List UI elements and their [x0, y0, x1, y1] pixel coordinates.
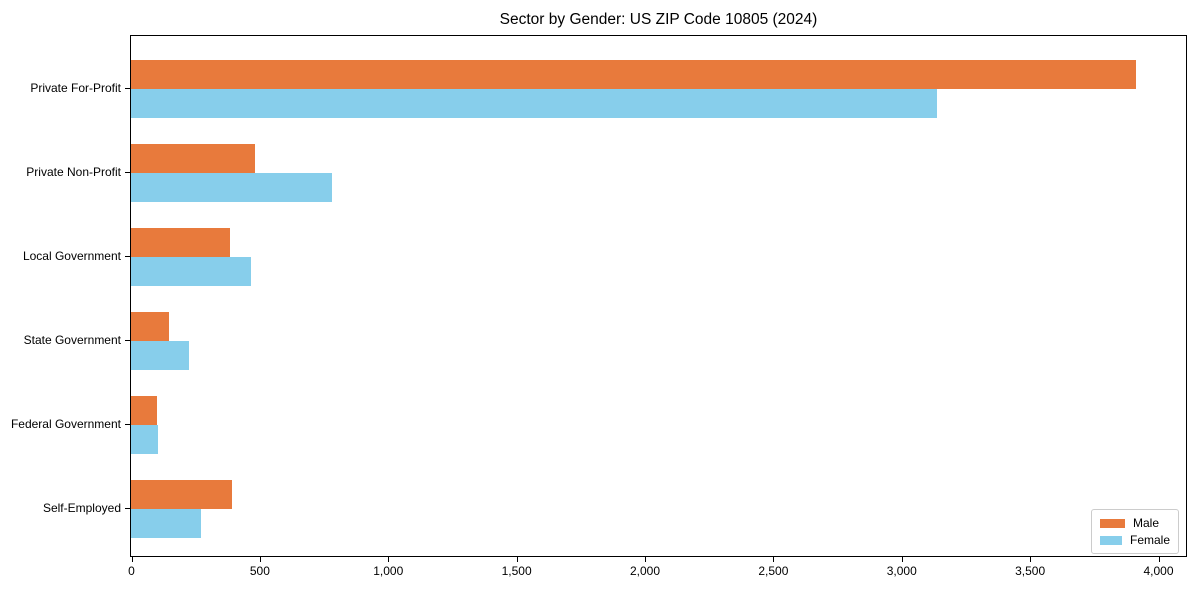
x-tick-label-0: 0: [128, 564, 135, 578]
y-tick-label-5: Self-Employed: [42, 500, 121, 515]
x-tick-mark-3: [516, 557, 518, 562]
x-tick-mark-1: [259, 557, 261, 562]
plot-area: [130, 35, 1187, 557]
bar-female-4: [131, 424, 158, 454]
x-tick-label-3: 1,500: [501, 564, 532, 578]
y-tick-mark-2: [125, 255, 130, 257]
x-tick-label-8: 4,000: [1143, 564, 1174, 578]
x-tick-label-1: 500: [249, 564, 270, 578]
legend-entry-male: Male: [1100, 516, 1170, 530]
y-tick-label-1: Private Non-Profit: [26, 164, 121, 179]
x-tick-label-5: 2,500: [758, 564, 789, 578]
bar-female-2: [131, 256, 251, 286]
legend-label-male: Male: [1133, 516, 1160, 530]
y-tick-mark-1: [125, 171, 130, 173]
legend: Male Female: [1091, 509, 1179, 554]
y-tick-label-0: Private For-Profit: [30, 80, 121, 95]
x-tick-label-7: 3,500: [1015, 564, 1046, 578]
y-tick-mark-4: [125, 423, 130, 425]
bar-female-5: [131, 508, 201, 538]
x-tick-label-6: 3,000: [886, 564, 917, 578]
x-tick-mark-4: [645, 557, 646, 562]
bar-female-1: [131, 172, 332, 202]
legend-swatch-male: [1100, 518, 1125, 528]
x-tick-mark-2: [388, 557, 390, 562]
bar-female-0: [131, 88, 937, 118]
bar-female-3: [131, 340, 189, 370]
x-tick-label-2: 1,000: [373, 564, 404, 578]
y-tick-mark-5: [125, 507, 130, 509]
x-tick-mark-0: [131, 557, 133, 562]
x-tick-mark-8: [1158, 557, 1160, 562]
legend-swatch-female: [1100, 535, 1122, 545]
y-tick-label-3: State Government: [23, 332, 121, 347]
y-tick-mark-0: [125, 87, 130, 89]
bar-male-3: [131, 311, 169, 341]
bar-male-2: [131, 227, 230, 257]
x-tick-mark-6: [901, 557, 903, 562]
y-tick-label-2: Local Government: [22, 248, 121, 263]
legend-entry-female: Female: [1100, 533, 1170, 547]
x-tick-mark-7: [1030, 557, 1032, 562]
y-tick-mark-3: [125, 339, 130, 341]
y-tick-label-4: Federal Government: [10, 416, 121, 431]
x-tick-label-4: 2,000: [629, 564, 661, 578]
bar-male-1: [131, 143, 255, 173]
bar-male-5: [131, 479, 232, 509]
bar-male-0: [131, 59, 1136, 89]
legend-label-female: Female: [1129, 533, 1170, 547]
chart-title: Sector by Gender: US ZIP Code 10805 (202…: [499, 11, 818, 28]
x-tick-mark-5: [773, 557, 775, 562]
bar-male-4: [131, 395, 157, 425]
